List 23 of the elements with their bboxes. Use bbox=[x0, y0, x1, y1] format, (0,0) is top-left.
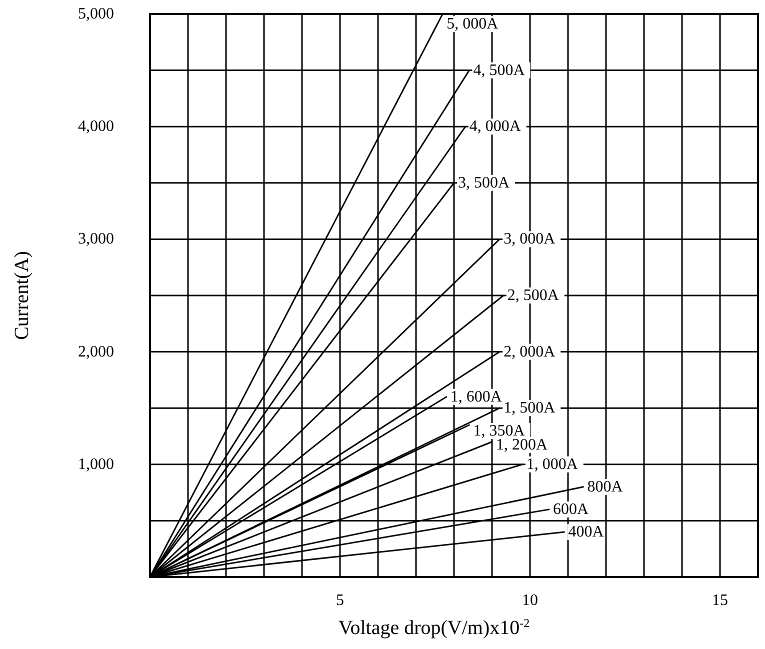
series-label: 800A bbox=[587, 478, 624, 496]
x-axis-title: Voltage drop(V/m)x10$^{-2}$ bbox=[338, 616, 530, 639]
x-tick-label: 5 bbox=[336, 592, 344, 609]
series-label: 4, 500A bbox=[473, 62, 526, 79]
y-axis-title: Current(A) bbox=[11, 251, 33, 340]
series-label: 2, 000A bbox=[504, 343, 556, 360]
y-tick-label: 2,000 bbox=[78, 343, 114, 360]
series-label: 600A bbox=[553, 500, 589, 518]
y-tick-label: 1,000 bbox=[78, 456, 114, 473]
series-label: 3, 000A bbox=[504, 230, 556, 248]
series-label: 2, 500A bbox=[507, 287, 560, 304]
series-label: 400A bbox=[568, 523, 604, 540]
x-tick-label: 10 bbox=[522, 592, 538, 609]
y-tick-label: 5,000 bbox=[78, 6, 114, 22]
series-label: 1, 500A bbox=[504, 400, 556, 417]
series-label: 4, 000A bbox=[469, 118, 522, 136]
series-label: 1, 000A bbox=[526, 456, 578, 473]
series-label: 3, 500A bbox=[458, 174, 510, 192]
y-tick-label: 4,000 bbox=[78, 118, 114, 136]
series-label: 5, 000A bbox=[446, 16, 499, 32]
series-label: 1, 600A bbox=[450, 388, 502, 406]
y-tick-label: 3,000 bbox=[78, 230, 114, 248]
x-tick-label: 15 bbox=[712, 592, 728, 609]
